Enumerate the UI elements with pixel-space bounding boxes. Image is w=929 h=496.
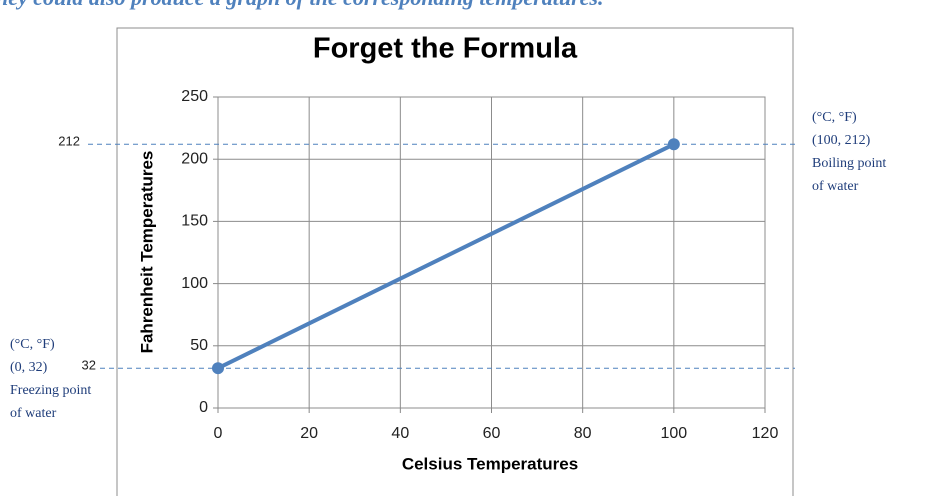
x-axis-label: Celsius Temperatures bbox=[402, 454, 578, 473]
data-point bbox=[667, 138, 680, 151]
x-tick-label: 40 bbox=[391, 425, 409, 442]
reference-label: 212 bbox=[58, 134, 80, 149]
reference-label: 32 bbox=[82, 358, 96, 373]
chart-frame bbox=[116, 27, 794, 496]
x-tick-label: 80 bbox=[574, 425, 592, 442]
annotation: of water bbox=[812, 179, 859, 194]
data-line bbox=[217, 142, 675, 370]
annotation: (°C, °F) bbox=[812, 110, 857, 125]
annotation: (0, 32) bbox=[10, 360, 48, 375]
caption: hey could also produce a graph of the co… bbox=[0, 0, 603, 10]
y-tick-label: 100 bbox=[181, 275, 208, 292]
x-tick-label: 100 bbox=[660, 425, 687, 442]
y-axis-label: Fahrenheit Temperatures bbox=[137, 151, 156, 354]
x-tick-label: 120 bbox=[752, 425, 779, 442]
annotation: of water bbox=[10, 406, 57, 421]
chart-title: Forget the Formula bbox=[313, 33, 578, 65]
annotation: Freezing point bbox=[10, 383, 91, 398]
x-tick-label: 0 bbox=[214, 425, 223, 442]
y-tick-label: 250 bbox=[181, 88, 208, 105]
y-tick-label: 50 bbox=[190, 337, 208, 354]
x-tick-label: 20 bbox=[300, 425, 318, 442]
y-tick-label: 0 bbox=[199, 399, 208, 416]
annotation: (°C, °F) bbox=[10, 337, 55, 352]
y-tick-label: 200 bbox=[181, 150, 208, 167]
x-tick-label: 60 bbox=[483, 425, 501, 442]
annotation: (100, 212) bbox=[812, 133, 871, 148]
y-tick-label: 150 bbox=[181, 213, 208, 230]
annotation: Boiling point bbox=[812, 156, 886, 171]
data-point bbox=[212, 362, 224, 375]
